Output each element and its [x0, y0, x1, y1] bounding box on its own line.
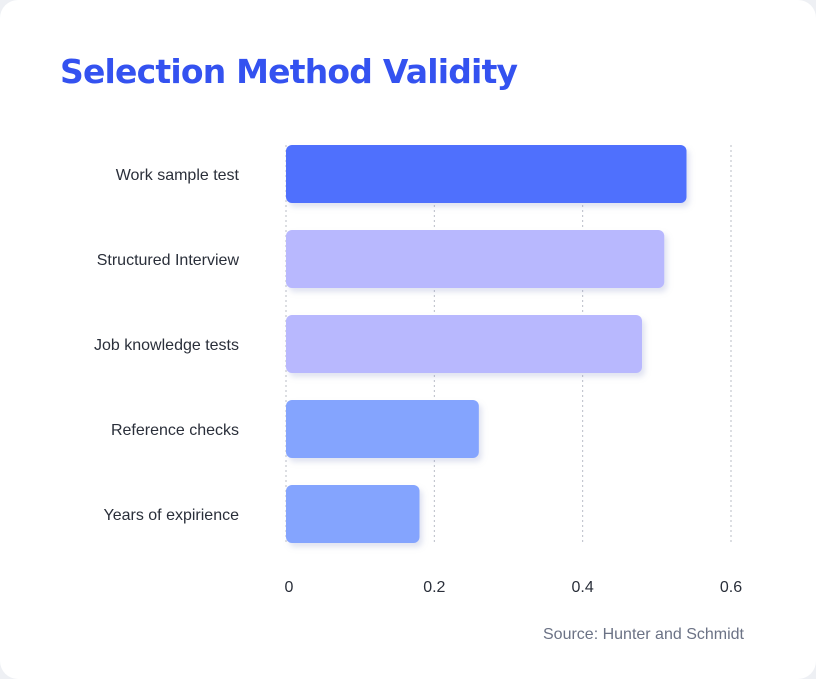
bar-1 [286, 230, 665, 288]
x-tick-label-2: 0.4 [572, 579, 594, 596]
source-note: Source: Hunter and Schmidt [543, 626, 744, 643]
bar-0 [286, 145, 687, 203]
x-tick-label-1: 0.2 [423, 579, 445, 596]
x-tick-label-3: 0.6 [720, 579, 742, 596]
bar-4 [286, 485, 420, 543]
category-label-4: Years of expirience [104, 507, 240, 524]
bar-3 [286, 400, 479, 458]
category-label-1: Structured Interview [97, 252, 240, 269]
bar-2 [286, 315, 642, 373]
chart-title: Selection Method Validity [60, 52, 518, 91]
category-label-2: Job knowledge tests [94, 337, 239, 354]
category-label-0: Work sample test [116, 167, 240, 184]
category-label-3: Reference checks [111, 422, 239, 439]
x-tick-label-0: 0 [285, 579, 294, 596]
